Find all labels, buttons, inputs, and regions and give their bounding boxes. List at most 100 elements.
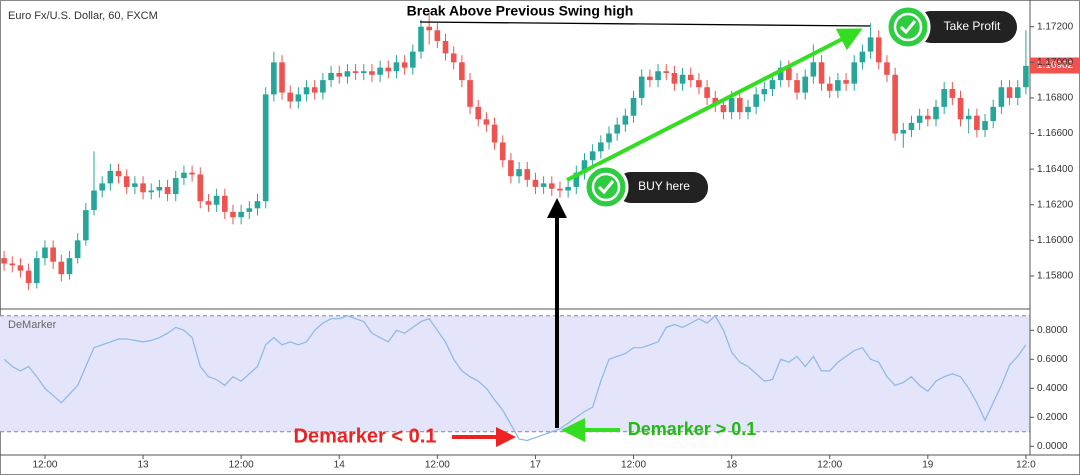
candle-body [875,37,882,63]
candle-body [638,76,645,98]
candle-body [622,115,629,125]
candle-body [712,97,719,106]
last-price-box [1030,57,1080,74]
y-tick-label: 1.16400 [1037,164,1074,175]
candle-body [557,188,563,191]
candle-body [107,170,114,184]
candle-body [663,71,670,73]
candle-body [442,40,449,54]
candle-body [42,247,48,259]
candle-body [925,115,931,120]
candle-body [998,87,1005,107]
candle-body [843,80,849,84]
candle-body [982,121,988,130]
y-tick-label: 1.17200 [1037,21,1074,32]
candle-body [802,76,808,93]
candle-body [671,72,678,84]
x-tick-label: 19 [922,460,934,471]
candle-body [630,97,637,116]
candle-body [606,133,612,143]
candle-body [401,62,408,68]
candle-body [434,30,441,41]
candle-body [311,87,318,93]
candle-body [459,62,465,81]
chart-title: Euro Fx/U.S. Dollar, 60, FXCM [8,10,158,22]
candle-body [679,74,686,84]
candle-body [279,62,285,93]
candle-body [295,94,302,102]
candle-body [655,71,661,81]
level-band [0,315,1030,432]
candle-body [123,176,130,187]
x-tick-label: 18 [726,460,738,471]
candle-body [900,129,907,134]
candle-body [156,186,163,191]
candle-body [990,106,997,122]
candle-body [581,160,588,173]
candle-body [974,115,980,130]
x-tick-label: 17 [530,460,542,471]
candle-body [205,201,212,205]
candle-body [647,76,653,81]
last-price-label: 1.16982 [1037,60,1074,71]
candle-body [91,190,97,211]
candle-body [148,190,155,193]
candle-body [74,240,81,259]
indicator-title: DeMarker [8,319,57,331]
candle-body [491,124,498,143]
y-tick-label: 1.15800 [1037,271,1074,282]
candle-body [336,72,343,77]
y-tick-label: 0.8000 [1037,325,1068,336]
candle-body [385,67,392,72]
candle-body [303,87,310,95]
candle-body [328,72,334,81]
candle-body [614,124,620,134]
candle-body [753,94,759,107]
candle-body [949,89,956,98]
candle-body [66,258,73,275]
candle-body [50,247,56,262]
x-tick-label: 14 [334,460,346,471]
candle-body [262,94,269,202]
candle-body [213,195,220,205]
candle-body [508,160,514,177]
candle-body [287,92,293,102]
x-tick-label: 12:00 [817,460,842,471]
candle-body [540,183,547,187]
annotation: BUY here [638,179,690,193]
candle-body [393,62,400,72]
candle-body [254,201,261,209]
candle-body [573,172,580,187]
candle-body [516,169,522,177]
candle-body [222,195,228,212]
annotation: Break Above Previous Swing high [407,3,634,19]
candle-body [916,115,923,123]
candle-body [172,178,179,195]
candle-body [1,258,7,264]
candle-body [140,183,146,193]
candle-body [483,119,490,125]
annotation: Take Profit [944,19,1001,33]
candle-body [548,183,555,189]
x-tick-label: 12:00 [425,460,450,471]
candle-body [884,62,890,75]
candle-body [794,80,800,93]
candle-body [835,80,841,91]
candle-body [9,263,16,266]
candle-body [826,83,833,91]
swing-high-line [419,21,871,27]
candle-body [499,142,506,161]
candle-body [696,80,702,88]
candle-body [941,89,947,107]
candle-body [271,62,277,95]
candle-body [410,51,416,68]
annotation: Demarker < 0.1 [294,425,437,447]
trend-arrow [566,28,863,182]
candle-body [777,67,784,81]
candle-body [377,67,383,75]
candle-body [786,67,792,81]
candle-body [344,71,351,77]
y-tick-label: 1.16600 [1037,128,1074,139]
candle-body [761,89,768,95]
candle-body [1006,87,1013,98]
